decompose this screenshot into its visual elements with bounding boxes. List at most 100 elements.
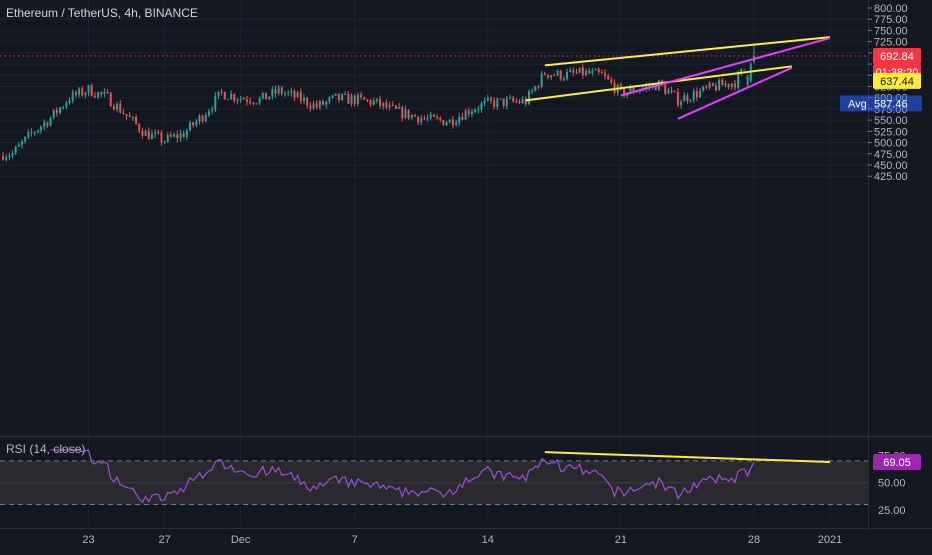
candle — [68, 97, 71, 105]
candle-body — [429, 114, 432, 119]
candle — [204, 112, 207, 123]
candle — [455, 119, 458, 127]
candle — [562, 76, 565, 82]
candle — [84, 91, 87, 99]
candle-body — [442, 120, 445, 126]
candle — [445, 121, 448, 126]
candle — [559, 69, 562, 82]
candle — [496, 97, 499, 110]
time-tick-label: 27 — [158, 534, 170, 546]
candle — [24, 136, 27, 144]
last-price-badge-bg — [873, 48, 921, 65]
candle-body — [163, 141, 166, 143]
candle-body — [594, 69, 597, 71]
candle — [27, 129, 30, 140]
candle-body — [81, 88, 84, 96]
candle — [71, 89, 74, 104]
candle — [699, 87, 702, 98]
candle-body — [629, 87, 632, 93]
candle — [391, 101, 394, 107]
candle — [363, 96, 366, 100]
candle-body — [483, 100, 486, 104]
candle-body — [195, 121, 198, 126]
candle — [623, 87, 626, 98]
candle — [515, 98, 518, 104]
symbol-title: Ethereum / TetherUS, 4h, BINANCE — [6, 6, 198, 20]
candle-body — [201, 115, 204, 122]
candle — [600, 69, 603, 74]
yellow-trendline — [544, 36, 831, 67]
candle — [372, 97, 375, 106]
candle-body — [727, 83, 730, 87]
time-tick-label: 7 — [352, 534, 358, 546]
candle-body — [575, 72, 578, 74]
candle-body — [743, 69, 746, 71]
candle — [141, 127, 144, 139]
candle — [597, 67, 600, 75]
candle — [169, 131, 172, 139]
candle-body — [43, 122, 46, 127]
candle — [182, 130, 185, 138]
candle — [188, 120, 191, 132]
candle-body — [547, 74, 549, 78]
candle-body — [303, 97, 305, 102]
candle-body — [711, 83, 714, 86]
candle — [211, 106, 214, 115]
candle — [103, 88, 106, 98]
candle — [360, 91, 363, 101]
candle-body — [445, 122, 448, 126]
candle — [318, 99, 321, 111]
candle-body — [670, 90, 673, 92]
candle — [524, 96, 527, 107]
candle-body — [689, 100, 692, 102]
candle — [401, 105, 404, 122]
candle — [553, 73, 556, 77]
candle-body — [59, 107, 62, 113]
candle-body — [518, 101, 521, 103]
candle-body — [372, 100, 375, 105]
candle-body — [312, 103, 315, 109]
candle — [112, 103, 115, 111]
candle-body — [119, 103, 122, 113]
candle-body — [309, 105, 312, 109]
candle — [36, 129, 39, 134]
candle-body — [493, 100, 496, 107]
candle-body — [150, 133, 153, 140]
candle-body — [40, 126, 43, 131]
candle-body — [78, 88, 81, 95]
time-tick-label: 21 — [615, 534, 627, 546]
candle — [334, 93, 337, 97]
candle-body — [591, 70, 594, 74]
candle-body — [737, 73, 740, 88]
candle-body — [645, 85, 648, 88]
candle-body — [207, 111, 210, 116]
candle — [356, 92, 359, 107]
candle — [537, 84, 540, 90]
candle — [708, 81, 711, 90]
candle-body — [382, 102, 385, 106]
price-tick-label: 750.00 — [874, 25, 908, 37]
candle-body — [176, 134, 179, 139]
candle — [417, 116, 420, 125]
level-badge-bg — [873, 72, 921, 89]
candle — [128, 112, 131, 118]
candle-body — [420, 118, 423, 123]
candle — [296, 90, 299, 98]
candle — [439, 116, 442, 123]
candle-body — [683, 95, 686, 102]
candle — [645, 82, 648, 92]
candle-body — [556, 70, 559, 76]
candle — [144, 129, 147, 136]
candle-body — [255, 103, 258, 105]
candle — [303, 94, 305, 105]
candle-body — [268, 96, 271, 100]
candle — [398, 102, 401, 109]
candle-body — [138, 123, 141, 131]
candle-body — [337, 93, 340, 100]
candle — [702, 85, 705, 93]
candle-body — [585, 70, 588, 76]
candle — [131, 116, 134, 121]
candle-body — [347, 93, 350, 104]
candle-body — [600, 72, 603, 74]
